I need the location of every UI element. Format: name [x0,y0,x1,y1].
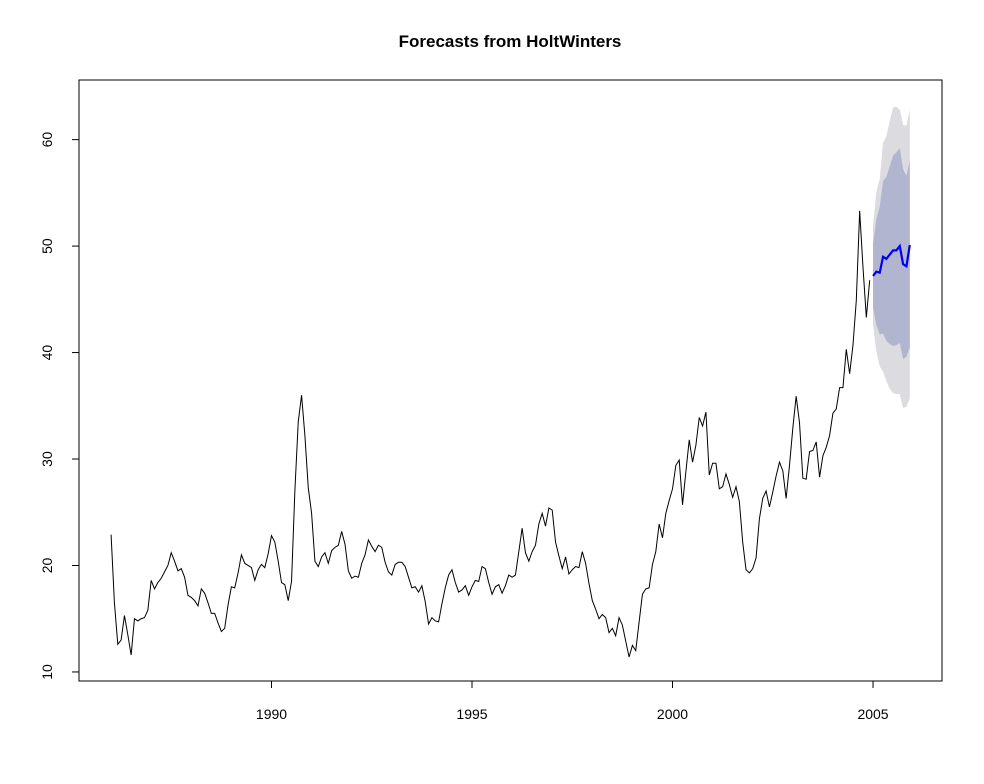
data-line [872,243,911,277]
x-tick-label: 2005 [857,706,888,722]
y-tick-label: 40 [39,345,55,361]
x-tick-label: 1995 [456,706,487,722]
y-tick-label: 30 [39,451,55,467]
plot-area [110,106,911,658]
x-tick-label: 1990 [256,706,287,722]
y-tick-label: 20 [39,557,55,573]
y-tick-label: 50 [39,238,55,254]
data-line [110,210,871,658]
y-tick-label: 60 [39,132,55,148]
y-tick-label: 10 [39,664,55,680]
chart-title: Forecasts from HoltWinters [399,32,622,51]
plot-frame [78,79,943,682]
x-tick-label: 2000 [657,706,688,722]
